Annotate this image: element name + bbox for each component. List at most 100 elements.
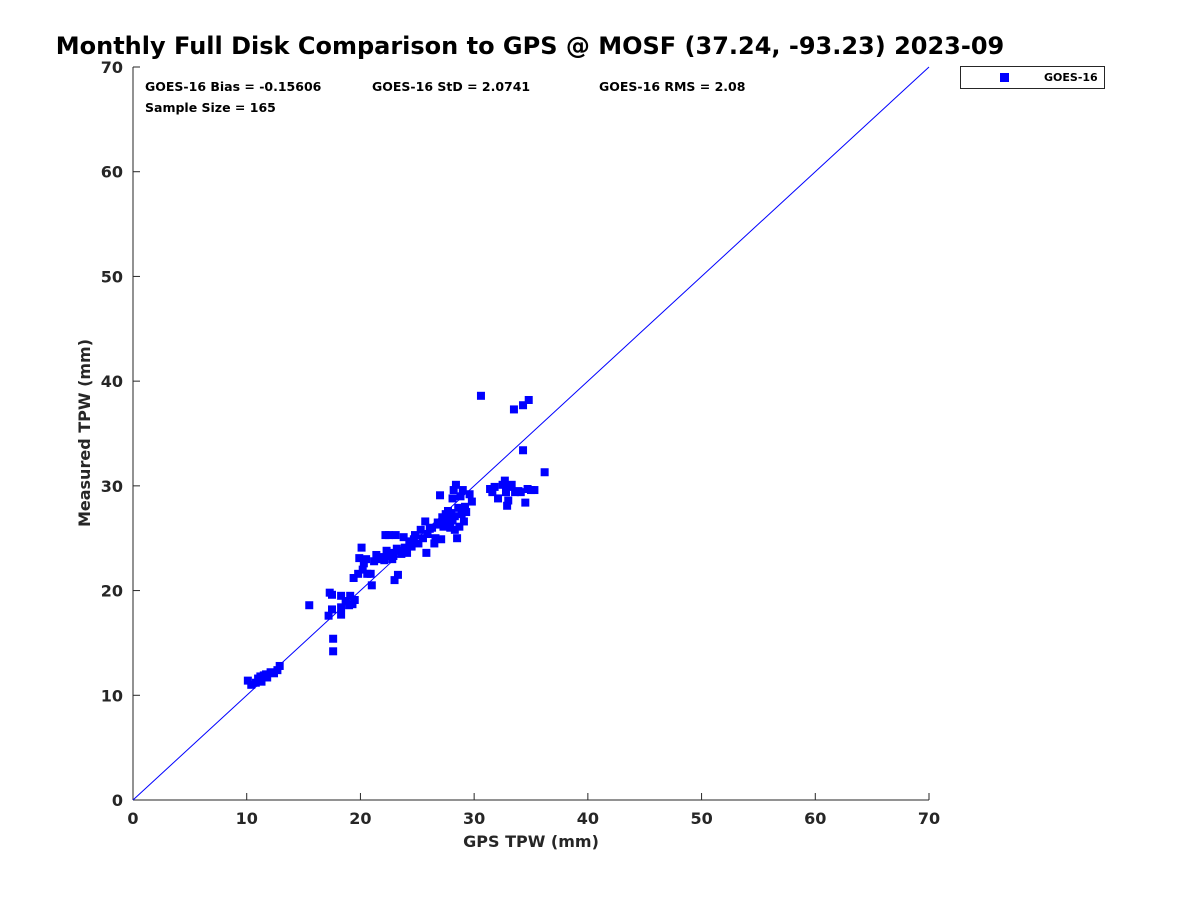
data-point	[462, 508, 471, 517]
x-tick-label: 60	[804, 809, 826, 828]
data-point	[357, 543, 366, 552]
sample-size-annotation: Sample Size = 165	[145, 100, 276, 115]
data-point	[498, 480, 507, 489]
data-point	[256, 672, 265, 681]
data-point	[449, 486, 458, 495]
data-point	[418, 534, 427, 543]
data-point	[503, 501, 512, 510]
data-point	[262, 670, 271, 679]
data-point	[407, 542, 416, 551]
data-point	[403, 548, 412, 557]
data-point	[390, 576, 399, 585]
data-point	[509, 405, 518, 414]
data-point	[461, 502, 470, 511]
data-point	[328, 590, 336, 599]
data-point	[275, 661, 284, 670]
y-tick-label: 40	[101, 372, 123, 391]
data-point	[437, 535, 446, 544]
data-point	[409, 535, 418, 544]
x-tick-label: 50	[690, 809, 712, 828]
data-point	[494, 494, 503, 503]
data-point	[458, 486, 467, 495]
data-point	[305, 601, 314, 610]
data-point	[448, 516, 457, 525]
data-point	[436, 491, 445, 500]
data-point	[422, 548, 431, 557]
legend-box	[960, 66, 1105, 89]
plot-area: 0 10 20 30 40 50 60 70 0 10 20 30 40 50 60 70	[101, 58, 940, 828]
data-point	[465, 490, 474, 499]
data-point	[519, 401, 528, 410]
y-tick-label: 70	[101, 58, 123, 77]
y-tick-label: 0	[112, 791, 123, 810]
data-point	[350, 595, 359, 604]
data-point	[337, 603, 346, 612]
data-points	[243, 391, 549, 689]
data-point	[367, 581, 376, 590]
data-point	[467, 497, 476, 506]
data-point	[358, 565, 367, 574]
x-axis-label: GPS TPW (mm)	[463, 832, 599, 851]
data-point	[362, 555, 371, 564]
data-point	[411, 531, 420, 540]
data-point	[372, 550, 381, 559]
x-ticks: 0 10 20 30 40 50 60 70	[127, 793, 940, 828]
data-point	[459, 517, 468, 526]
data-point	[349, 574, 358, 583]
data-point	[257, 677, 266, 686]
data-point	[450, 525, 459, 534]
data-point	[251, 678, 260, 687]
y-tick-label: 50	[101, 267, 123, 286]
data-point	[384, 531, 393, 540]
x-tick-label: 40	[577, 809, 599, 828]
data-point	[341, 597, 350, 606]
data-point	[243, 676, 252, 685]
data-point	[355, 554, 364, 563]
data-point	[359, 559, 368, 568]
data-point	[456, 492, 465, 501]
rms-annotation: GOES-16 RMS = 2.08	[599, 79, 745, 94]
x-tick-label: 20	[349, 809, 371, 828]
data-point	[414, 539, 423, 548]
data-point	[423, 530, 432, 539]
data-point	[501, 488, 510, 497]
legend: GOES-16	[960, 66, 1105, 89]
data-point	[442, 514, 451, 523]
data-point	[416, 525, 425, 534]
data-point	[399, 533, 408, 542]
data-point	[329, 634, 338, 643]
y-tick-label: 20	[101, 582, 123, 601]
data-point	[393, 570, 402, 579]
y-tick-label: 60	[101, 163, 123, 182]
chart-title: Monthly Full Disk Comparison to GPS @ MO…	[56, 32, 1004, 60]
data-point	[430, 539, 439, 548]
x-tick-label: 0	[127, 809, 138, 828]
x-tick-label: 10	[236, 809, 258, 828]
data-point	[500, 476, 509, 485]
data-point	[490, 482, 499, 491]
data-point	[446, 523, 455, 532]
data-point	[397, 549, 406, 558]
data-point	[455, 522, 464, 531]
data-point	[380, 556, 389, 565]
data-point	[328, 605, 336, 614]
data-point	[405, 537, 414, 546]
data-point	[521, 498, 530, 507]
data-point	[457, 510, 466, 519]
data-point	[431, 534, 440, 543]
data-point	[373, 555, 382, 564]
x-tick-label: 30	[463, 809, 485, 828]
x-tick-label: 70	[918, 809, 940, 828]
data-point	[337, 610, 346, 619]
data-point	[337, 591, 346, 600]
std-annotation: GOES-16 StD = 2.0741	[372, 79, 530, 94]
data-point	[421, 517, 430, 526]
legend-label: GOES-16	[1044, 71, 1098, 84]
data-point	[434, 520, 443, 529]
data-point	[366, 569, 375, 578]
y-axis-label: Measured TPW (mm)	[75, 339, 94, 527]
data-point	[400, 543, 409, 552]
data-point	[453, 534, 462, 543]
data-point	[476, 391, 485, 400]
